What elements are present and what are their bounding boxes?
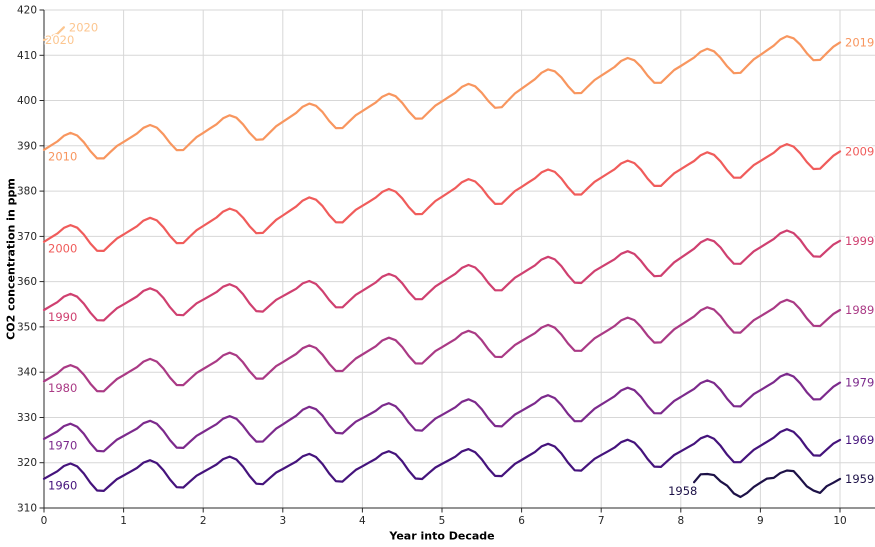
series-1990s: 1990 1999 <box>42 229 875 325</box>
y-tick-label: 310 <box>17 503 37 515</box>
x-tick-label: 4 <box>359 515 366 527</box>
x-tick-label: 8 <box>677 515 684 527</box>
series-start-label-2020: 2020 <box>45 33 74 47</box>
series-line-1970s <box>42 372 842 453</box>
series-line-1980s <box>42 298 842 393</box>
x-axis-title: Year into Decade <box>389 529 495 543</box>
series-end-label-1990s: 1999 <box>845 234 874 248</box>
y-tick-label: 420 <box>17 5 37 17</box>
y-tick-label: 380 <box>17 186 37 198</box>
y-tick-label: 330 <box>17 412 37 424</box>
x-tick-label: 10 <box>833 515 846 527</box>
series-1950s: 1958 1959 <box>667 469 875 499</box>
series-1970s: 1970 1979 <box>42 372 875 454</box>
y-axis-title: CO2 concentration in ppm <box>4 178 18 340</box>
series-end-label-2020: 2020 <box>69 20 98 34</box>
series-start-label-2010s: 2010 <box>48 150 77 164</box>
y-tick-label: 370 <box>17 231 37 243</box>
series-end-label-1970s: 1979 <box>845 376 874 390</box>
series-start-label-1960s: 1960 <box>48 479 77 493</box>
series-start-label-2000s: 2000 <box>48 242 77 256</box>
x-tick-label: 6 <box>518 515 525 527</box>
series-1960s: 1960 1969 <box>42 428 875 494</box>
series-end-label-1960s: 1969 <box>845 433 874 447</box>
x-tick-label: 9 <box>757 515 764 527</box>
x-tick-label: 3 <box>279 515 286 527</box>
y-tick-label: 320 <box>17 457 37 469</box>
series-2010s: 2010 2019 <box>42 34 875 165</box>
x-tick-label: 1 <box>120 515 127 527</box>
series-line-2010s <box>42 35 842 160</box>
x-tick-label: 5 <box>439 515 446 527</box>
series-end-label-2010s: 2019 <box>845 35 874 49</box>
x-tick-label: 7 <box>598 515 605 527</box>
y-tick-label: 390 <box>17 140 37 152</box>
series-start-label-1950s: 1958 <box>668 484 697 498</box>
series-1980s: 1980 1989 <box>42 298 875 397</box>
y-tick-label: 360 <box>17 276 37 288</box>
series-line-1990s <box>42 229 842 322</box>
x-tick-label: 0 <box>41 515 48 527</box>
series-start-label-1980s: 1980 <box>48 381 77 395</box>
series-2000s: 2000 2009 <box>42 143 875 257</box>
series-end-label-1980s: 1989 <box>845 303 874 317</box>
y-tick-label: 410 <box>17 50 37 62</box>
series-start-label-1970s: 1970 <box>48 439 77 453</box>
y-tick-label: 350 <box>17 321 37 333</box>
series-end-label-1950s: 1959 <box>845 472 874 486</box>
y-tick-label: 400 <box>17 95 37 107</box>
series-start-label-1990s: 1990 <box>48 310 77 324</box>
series-line-1960s <box>42 428 842 492</box>
x-tick-label: 2 <box>200 515 207 527</box>
axes-spines <box>39 9 875 513</box>
gridlines <box>43 9 875 509</box>
series-line-1950s <box>693 469 842 499</box>
y-tick-label: 340 <box>17 367 37 379</box>
series-line-2020 <box>42 26 65 42</box>
series-line-2000s <box>42 143 842 252</box>
series-end-label-2000s: 2009 <box>845 144 874 158</box>
